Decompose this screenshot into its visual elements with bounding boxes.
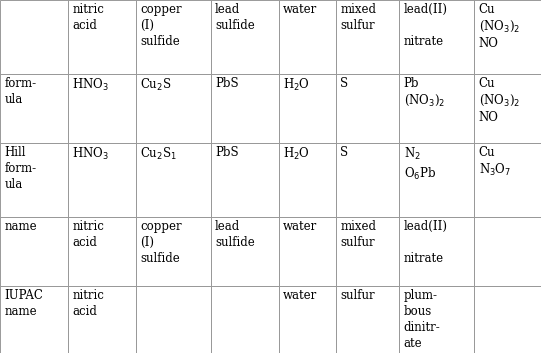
- Text: lead
sulfide: lead sulfide: [215, 3, 255, 32]
- Bar: [399, 0, 474, 74]
- Text: S: S: [340, 77, 348, 90]
- Text: Hill
form-
ula: Hill form- ula: [4, 146, 36, 191]
- Bar: [210, 74, 279, 143]
- Bar: [68, 286, 136, 353]
- Bar: [279, 143, 336, 217]
- Text: HNO$_3$: HNO$_3$: [72, 77, 109, 93]
- Bar: [68, 74, 136, 143]
- Text: water: water: [283, 289, 317, 302]
- Text: water: water: [283, 3, 317, 16]
- Text: H$_2$O: H$_2$O: [283, 146, 310, 162]
- Bar: [136, 0, 210, 74]
- Bar: [336, 0, 399, 74]
- Bar: [399, 217, 474, 286]
- Text: N$_2$
O$_6$Pb: N$_2$ O$_6$Pb: [404, 146, 436, 181]
- Text: sulfur: sulfur: [340, 289, 375, 302]
- Bar: [210, 286, 279, 353]
- Bar: [336, 74, 399, 143]
- Text: form-
ula: form- ula: [4, 77, 36, 106]
- Text: PbS: PbS: [215, 77, 239, 90]
- Text: lead(II)

nitrate: lead(II) nitrate: [404, 3, 448, 48]
- Text: water: water: [283, 220, 317, 233]
- Text: PbS: PbS: [215, 146, 239, 159]
- Bar: [474, 217, 541, 286]
- Bar: [279, 74, 336, 143]
- Text: S: S: [340, 146, 348, 159]
- Bar: [399, 74, 474, 143]
- Text: mixed
sulfur: mixed sulfur: [340, 220, 377, 249]
- Text: nitric
acid: nitric acid: [72, 289, 104, 318]
- Bar: [0, 0, 68, 74]
- Text: mixed
sulfur: mixed sulfur: [340, 3, 377, 32]
- Bar: [136, 217, 210, 286]
- Text: H$_2$O: H$_2$O: [283, 77, 310, 93]
- Bar: [279, 0, 336, 74]
- Bar: [0, 217, 68, 286]
- Bar: [474, 0, 541, 74]
- Text: plum-
bous
dinitr-
ate: plum- bous dinitr- ate: [404, 289, 440, 350]
- Text: Cu
N$_3$O$_7$: Cu N$_3$O$_7$: [479, 146, 511, 179]
- Bar: [68, 143, 136, 217]
- Bar: [68, 0, 136, 74]
- Bar: [474, 143, 541, 217]
- Bar: [210, 143, 279, 217]
- Bar: [279, 217, 336, 286]
- Text: nitric
acid: nitric acid: [72, 3, 104, 32]
- Text: IUPAC
name: IUPAC name: [4, 289, 43, 318]
- Bar: [136, 143, 210, 217]
- Text: name: name: [4, 220, 37, 233]
- Bar: [336, 143, 399, 217]
- Text: Cu$_2$S$_1$: Cu$_2$S$_1$: [140, 146, 177, 162]
- Bar: [474, 74, 541, 143]
- Text: HNO$_3$: HNO$_3$: [72, 146, 109, 162]
- Text: Pb
(NO$_3$)$_2$: Pb (NO$_3$)$_2$: [404, 77, 445, 108]
- Bar: [0, 143, 68, 217]
- Bar: [399, 143, 474, 217]
- Bar: [336, 217, 399, 286]
- Bar: [279, 286, 336, 353]
- Bar: [0, 74, 68, 143]
- Text: Cu$_2$S: Cu$_2$S: [140, 77, 171, 93]
- Bar: [210, 0, 279, 74]
- Bar: [0, 286, 68, 353]
- Bar: [136, 286, 210, 353]
- Bar: [136, 74, 210, 143]
- Bar: [474, 286, 541, 353]
- Text: Cu
(NO$_3$)$_2$
NO: Cu (NO$_3$)$_2$ NO: [479, 77, 520, 125]
- Text: nitric
acid: nitric acid: [72, 220, 104, 249]
- Text: copper
(I)
sulfide: copper (I) sulfide: [140, 3, 182, 48]
- Text: lead(II)

nitrate: lead(II) nitrate: [404, 220, 448, 265]
- Text: lead
sulfide: lead sulfide: [215, 220, 255, 249]
- Bar: [399, 286, 474, 353]
- Text: copper
(I)
sulfide: copper (I) sulfide: [140, 220, 182, 265]
- Bar: [210, 217, 279, 286]
- Bar: [68, 217, 136, 286]
- Text: Cu
(NO$_3$)$_2$
NO: Cu (NO$_3$)$_2$ NO: [479, 3, 520, 50]
- Bar: [336, 286, 399, 353]
